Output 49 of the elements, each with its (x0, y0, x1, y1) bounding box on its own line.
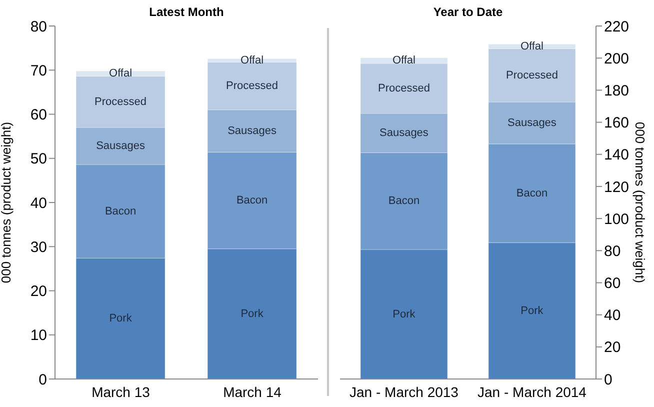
series-label: Bacon (388, 195, 420, 208)
series-label: Offal (240, 54, 264, 66)
text: Offal (392, 54, 416, 67)
series-label: Sausages (96, 140, 146, 152)
text: Processed (94, 96, 147, 108)
text: Pork (392, 308, 416, 320)
y-tick-label: 20 (30, 283, 47, 300)
text: Pork (240, 308, 264, 320)
y-tick-label: 0 (38, 371, 47, 388)
y-tick-label: 80 (30, 18, 47, 36)
y2-tick-label: 80 (604, 242, 621, 260)
text: Bacon (236, 194, 268, 207)
chart-title: Year to Date (432, 5, 504, 19)
text: Bacon (516, 187, 548, 200)
text: Offal (109, 68, 132, 80)
y2-tick-label: 140 (604, 146, 630, 164)
y-tick-label: 30 (30, 238, 47, 256)
text: Sausages (228, 125, 277, 138)
y-tick-label: 40 (30, 194, 47, 212)
y2-tick-label: 180 (604, 82, 630, 100)
series-label: Offal (520, 40, 544, 52)
y-tick-label: 50 (30, 150, 47, 168)
x-tick-label: March 14 (223, 384, 282, 400)
y2-tick-label: 220 (604, 18, 630, 36)
y2-axis-title: 000 tonnes (product weight) (632, 122, 648, 284)
series-label: Pork (109, 312, 132, 325)
y-tick-label: 60 (30, 106, 47, 124)
text: Sausages (508, 116, 556, 129)
y2-tick-label: 160 (604, 114, 630, 132)
y-axis-title: 000 tonnes (product weight) (0, 122, 14, 284)
series-label: Bacon (104, 205, 136, 218)
x-tick-label: Jan - March 2013 (350, 384, 459, 400)
series-label: Processed (226, 80, 278, 92)
x-tick-label: Jan - March 2014 (478, 384, 587, 400)
y2-tick-label: 100 (604, 210, 630, 228)
y-tick-label: 10 (30, 327, 47, 344)
x-tick-label: March 13 (92, 384, 150, 400)
y-tick-label: 70 (30, 62, 47, 80)
series-label: Pork (520, 304, 544, 317)
y2-tick-label: 120 (604, 178, 630, 196)
chart-title: Latest Month (148, 5, 225, 19)
series-label: Sausages (380, 127, 429, 140)
y2-tick-label: 60 (604, 275, 621, 292)
y2-tick-label: 200 (604, 50, 630, 68)
y2-tick-label: 40 (604, 307, 621, 324)
series-label: Processed (378, 82, 430, 94)
text: Processed (506, 69, 558, 82)
y2-tick-label: 0 (604, 371, 612, 388)
y2-tick-label: 20 (604, 339, 621, 356)
